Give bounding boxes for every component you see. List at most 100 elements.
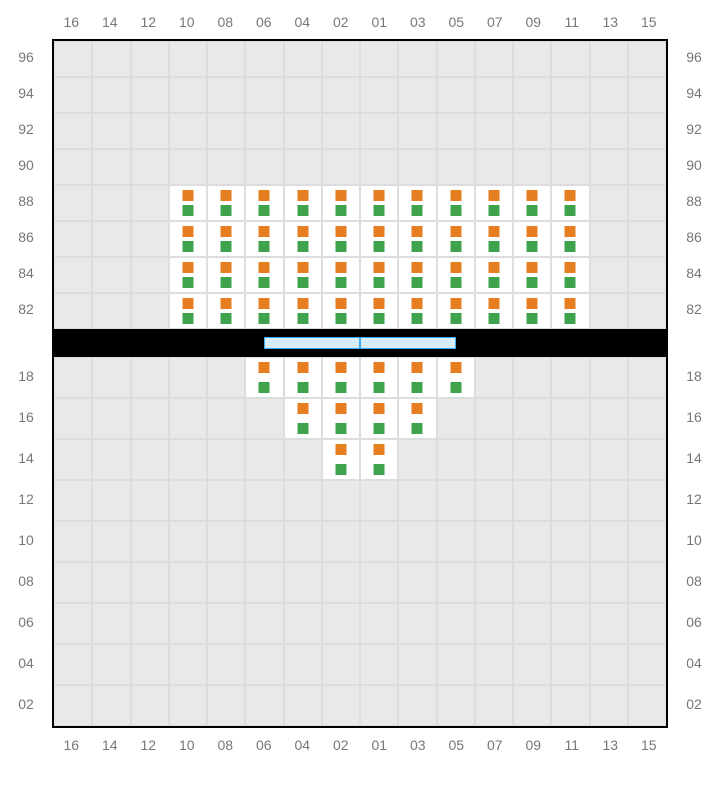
filled-cell[interactable] bbox=[284, 293, 322, 329]
filled-cell[interactable] bbox=[169, 185, 207, 221]
status-dot-bottom bbox=[565, 313, 576, 324]
filled-cell[interactable] bbox=[360, 257, 398, 293]
status-dot-bottom bbox=[259, 382, 270, 393]
filled-cell[interactable] bbox=[513, 185, 551, 221]
grid-cell bbox=[398, 149, 436, 185]
filled-cell[interactable] bbox=[437, 257, 475, 293]
filled-cell[interactable] bbox=[437, 185, 475, 221]
grid-cell bbox=[92, 562, 130, 603]
filled-cell[interactable] bbox=[284, 221, 322, 257]
filled-cell[interactable] bbox=[207, 293, 245, 329]
grid-cell bbox=[475, 562, 513, 603]
grid-cell bbox=[475, 480, 513, 521]
grid-cell bbox=[475, 685, 513, 726]
filled-cell[interactable] bbox=[245, 293, 283, 329]
grid-cell bbox=[284, 685, 322, 726]
status-dot-top bbox=[374, 262, 385, 273]
filled-cell[interactable] bbox=[284, 398, 322, 439]
status-dot-top bbox=[527, 190, 538, 201]
filled-cell[interactable] bbox=[360, 185, 398, 221]
grid-cell bbox=[551, 149, 589, 185]
grid-cell bbox=[54, 644, 92, 685]
filled-cell[interactable] bbox=[437, 221, 475, 257]
filled-cell[interactable] bbox=[360, 221, 398, 257]
filled-cell[interactable] bbox=[360, 357, 398, 398]
filled-cell[interactable] bbox=[284, 357, 322, 398]
filled-cell[interactable] bbox=[360, 398, 398, 439]
filled-cell[interactable] bbox=[284, 257, 322, 293]
grid-cell bbox=[475, 644, 513, 685]
filled-cell[interactable] bbox=[513, 257, 551, 293]
filled-cell[interactable] bbox=[513, 221, 551, 257]
grid-bottom bbox=[52, 355, 668, 728]
filled-cell[interactable] bbox=[398, 221, 436, 257]
status-dot-bottom bbox=[488, 205, 499, 216]
filled-cell[interactable] bbox=[437, 357, 475, 398]
filled-cell[interactable] bbox=[207, 185, 245, 221]
status-dot-bottom bbox=[374, 382, 385, 393]
filled-cell[interactable] bbox=[322, 257, 360, 293]
filled-cell[interactable] bbox=[551, 221, 589, 257]
status-dot-bottom bbox=[221, 241, 232, 252]
grid-cell bbox=[245, 77, 283, 113]
filled-cell[interactable] bbox=[398, 293, 436, 329]
filled-cell[interactable] bbox=[398, 398, 436, 439]
filled-cell[interactable] bbox=[398, 185, 436, 221]
filled-cell[interactable] bbox=[475, 257, 513, 293]
filled-cell[interactable] bbox=[322, 357, 360, 398]
grid-cell bbox=[169, 113, 207, 149]
filled-cell[interactable] bbox=[322, 185, 360, 221]
filled-cell[interactable] bbox=[169, 221, 207, 257]
status-dot-bottom bbox=[527, 313, 538, 324]
filled-cell[interactable] bbox=[513, 293, 551, 329]
filled-cell[interactable] bbox=[360, 439, 398, 480]
col-label: 10 bbox=[168, 14, 207, 30]
grid-cell bbox=[92, 293, 130, 329]
status-dot-bottom bbox=[527, 241, 538, 252]
filled-cell[interactable] bbox=[398, 357, 436, 398]
grid-cell bbox=[551, 644, 589, 685]
grid-cell bbox=[131, 685, 169, 726]
filled-cell[interactable] bbox=[437, 293, 475, 329]
status-dot-top bbox=[565, 226, 576, 237]
grid-cell bbox=[590, 439, 628, 480]
filled-cell[interactable] bbox=[475, 185, 513, 221]
filled-cell[interactable] bbox=[551, 257, 589, 293]
grid-cell bbox=[475, 439, 513, 480]
row-label: 02 bbox=[0, 683, 52, 724]
filled-cell[interactable] bbox=[475, 221, 513, 257]
filled-cell[interactable] bbox=[284, 185, 322, 221]
filled-cell[interactable] bbox=[398, 257, 436, 293]
filled-cell[interactable] bbox=[475, 293, 513, 329]
filled-cell[interactable] bbox=[322, 293, 360, 329]
grid-cell bbox=[475, 357, 513, 398]
grid-cell bbox=[245, 603, 283, 644]
grid-cell bbox=[245, 521, 283, 562]
grid-cell bbox=[54, 357, 92, 398]
filled-cell[interactable] bbox=[245, 357, 283, 398]
grid-cell bbox=[398, 77, 436, 113]
filled-cell[interactable] bbox=[207, 257, 245, 293]
filled-cell[interactable] bbox=[207, 221, 245, 257]
filled-cell[interactable] bbox=[360, 293, 398, 329]
filled-cell[interactable] bbox=[245, 221, 283, 257]
col-label: 16 bbox=[52, 737, 91, 753]
grid-cell bbox=[322, 41, 360, 77]
status-dot-bottom bbox=[297, 313, 308, 324]
grid-cell bbox=[628, 644, 666, 685]
col-label: 07 bbox=[476, 737, 515, 753]
filled-cell[interactable] bbox=[551, 293, 589, 329]
grid-cell bbox=[54, 480, 92, 521]
status-dot-top bbox=[297, 190, 308, 201]
status-dot-top bbox=[335, 262, 346, 273]
filled-cell[interactable] bbox=[169, 257, 207, 293]
filled-cell[interactable] bbox=[245, 257, 283, 293]
grid-cell bbox=[590, 357, 628, 398]
filled-cell[interactable] bbox=[245, 185, 283, 221]
grid-cell bbox=[398, 113, 436, 149]
filled-cell[interactable] bbox=[322, 439, 360, 480]
filled-cell[interactable] bbox=[322, 398, 360, 439]
filled-cell[interactable] bbox=[169, 293, 207, 329]
filled-cell[interactable] bbox=[551, 185, 589, 221]
filled-cell[interactable] bbox=[322, 221, 360, 257]
